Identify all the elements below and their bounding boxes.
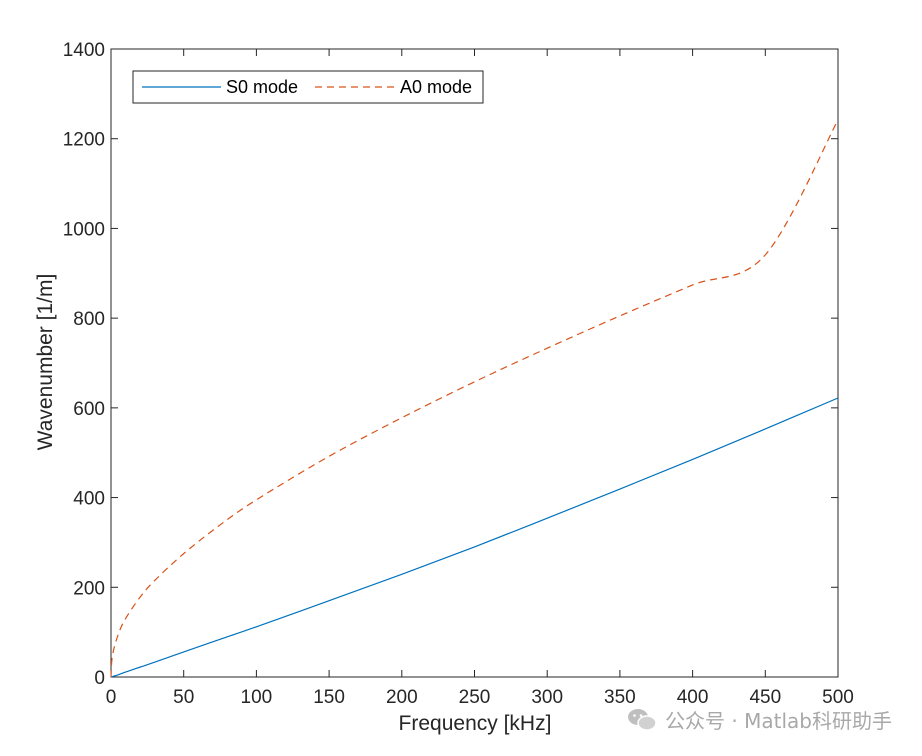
y-tick-label: 0 (94, 668, 105, 689)
y-tick-label: 1200 (63, 130, 105, 151)
ticks: 0 50 100 150 200 250 300 350 400 450 500 0 200 400 600… (63, 40, 854, 708)
y-tick-label: 400 (73, 489, 105, 510)
y-tick-label: 1400 (63, 40, 105, 61)
x-tick-label: 200 (386, 687, 418, 708)
series-line-a0-mode (110, 119, 839, 678)
series-line-s0-mode (110, 397, 839, 678)
y-tick-label: 800 (73, 309, 105, 330)
x-tick-label: 100 (241, 687, 273, 708)
wechat-icon (627, 707, 657, 733)
x-tick-label: 450 (749, 687, 781, 708)
x-tick-label: 250 (459, 687, 491, 708)
x-tick-label: 500 (822, 687, 854, 708)
watermark: 公众号 · Matlab科研助手 (627, 705, 892, 734)
x-tick-label: 0 (106, 687, 117, 708)
axes-box (110, 48, 839, 678)
x-axis-label: Frequency [kHz] (399, 712, 552, 735)
y-tick-label: 200 (73, 578, 105, 599)
legend: S0 mode A0 mode (132, 70, 484, 104)
legend-label: A0 mode (400, 77, 472, 97)
y-tick-label: 600 (73, 399, 105, 420)
y-axis-label: Wavenumber [1/m] (34, 274, 57, 451)
x-tick-label: 350 (604, 687, 636, 708)
axis-labels: Frequency [kHz] Wavenumber [1/m] (34, 274, 551, 735)
x-tick-label: 400 (677, 687, 709, 708)
x-tick-label: 150 (313, 687, 345, 708)
y-tick-label: 1000 (63, 219, 105, 240)
watermark-text: 公众号 · Matlab科研助手 (665, 709, 892, 733)
x-tick-label: 50 (173, 687, 194, 708)
x-tick-label: 300 (531, 687, 563, 708)
legend-label: S0 mode (226, 77, 298, 97)
series-layer (110, 119, 839, 678)
plot-area (110, 48, 839, 678)
